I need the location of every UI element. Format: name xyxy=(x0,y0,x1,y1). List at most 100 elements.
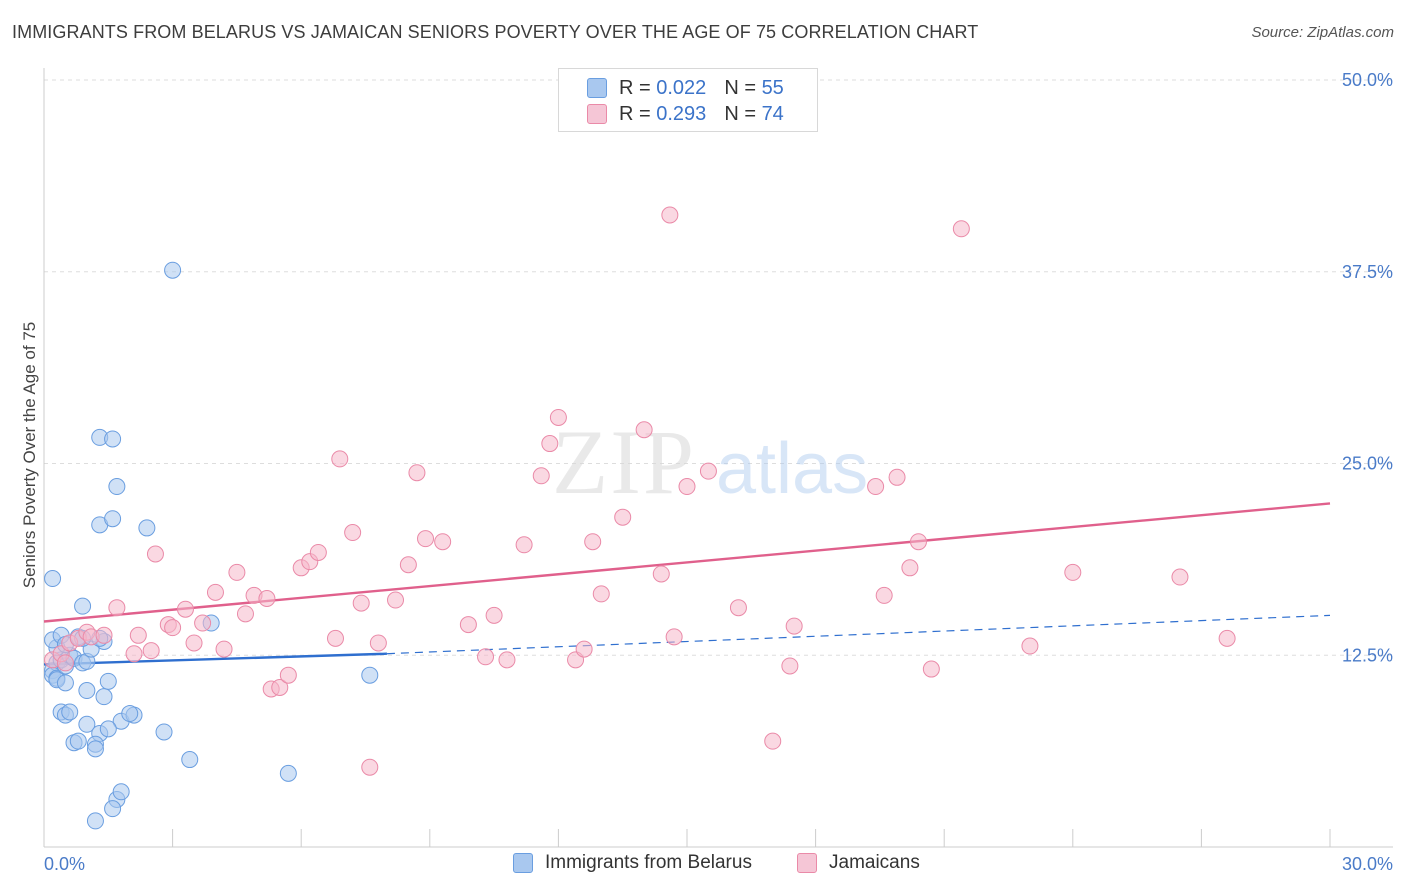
legend-n-value-pink: 74 xyxy=(761,102,784,125)
point-jamaicans xyxy=(888,468,906,486)
point-belarus xyxy=(138,519,156,537)
point-jamaicans xyxy=(485,606,503,624)
point-jamaicans xyxy=(309,543,327,561)
legend-r-label: R = xyxy=(619,76,651,99)
point-belarus xyxy=(164,261,182,279)
point-jamaicans xyxy=(1218,629,1236,647)
point-jamaicans xyxy=(652,565,670,583)
legend-n-value-blue: 55 xyxy=(761,76,784,99)
point-jamaicans xyxy=(194,614,212,632)
y-tick-label: 50.0% xyxy=(1342,70,1393,90)
point-belarus xyxy=(112,783,130,801)
point-jamaicans xyxy=(271,678,289,696)
point-jamaicans xyxy=(867,478,885,496)
point-jamaicans xyxy=(764,732,782,750)
point-jamaicans xyxy=(408,464,426,482)
point-jamaicans xyxy=(206,583,224,601)
point-jamaicans xyxy=(142,642,160,660)
point-jamaicans xyxy=(614,508,632,526)
y-tick-label: 25.0% xyxy=(1342,454,1393,474)
point-belarus xyxy=(104,510,122,528)
bottom-legend-swatch-pink xyxy=(797,853,817,873)
point-jamaicans xyxy=(1021,637,1039,655)
source-credit: Source: ZipAtlas.com xyxy=(1251,24,1394,41)
point-jamaicans xyxy=(532,467,550,485)
point-belarus xyxy=(61,703,79,721)
legend-swatch-blue xyxy=(587,78,607,98)
y-axis-label: Seniors Poverty Over the Age of 75 xyxy=(20,322,39,588)
trend-line-belarus xyxy=(43,652,387,666)
point-jamaicans xyxy=(125,645,143,663)
point-belarus xyxy=(181,751,199,769)
point-belarus xyxy=(155,723,173,741)
point-belarus xyxy=(95,688,113,706)
point-jamaicans xyxy=(434,533,452,551)
point-belarus xyxy=(99,672,117,690)
point-jamaicans xyxy=(584,533,602,551)
point-jamaicans xyxy=(176,600,194,618)
point-jamaicans xyxy=(909,533,927,551)
y-tick-label: 12.5% xyxy=(1342,645,1393,665)
trend-line-belarus-extension xyxy=(386,614,1331,655)
point-jamaicans xyxy=(952,220,970,238)
watermark-zip: ZIP xyxy=(552,411,696,513)
point-jamaicans xyxy=(781,657,799,675)
point-jamaicans xyxy=(498,651,516,669)
legend-row-blue: R = 0.022 N = 55 xyxy=(587,76,784,100)
point-belarus xyxy=(104,430,122,448)
bottom-legend-swatch-blue xyxy=(513,853,533,873)
point-jamaicans xyxy=(699,462,717,480)
x-tick-label: 0.0% xyxy=(44,854,85,874)
bottom-legend-pink: Jamaicans xyxy=(797,852,920,874)
point-belarus xyxy=(279,764,297,782)
chart-title: IMMIGRANTS FROM BELARUS VS JAMAICAN SENI… xyxy=(12,22,979,42)
point-jamaicans xyxy=(661,206,679,224)
point-jamaicans xyxy=(129,626,147,644)
point-jamaicans xyxy=(352,594,370,612)
point-belarus xyxy=(86,812,104,830)
point-belarus xyxy=(99,720,117,738)
point-jamaicans xyxy=(901,559,919,577)
point-jamaicans xyxy=(541,435,559,453)
point-belarus xyxy=(74,597,92,615)
point-jamaicans xyxy=(592,585,610,603)
point-jamaicans xyxy=(575,640,593,658)
point-jamaicans xyxy=(326,629,344,647)
point-jamaicans xyxy=(361,758,379,776)
point-jamaicans xyxy=(417,530,435,548)
legend-r-value-pink: 0.293 xyxy=(656,102,707,125)
point-jamaicans xyxy=(477,648,495,666)
point-belarus xyxy=(78,682,96,700)
data-points xyxy=(44,206,1236,830)
point-jamaicans xyxy=(785,617,803,635)
point-jamaicans xyxy=(1171,568,1189,586)
point-jamaicans xyxy=(459,616,477,634)
legend-row-pink: R = 0.293 N = 74 xyxy=(587,102,784,126)
point-belarus xyxy=(121,705,139,723)
point-jamaicans xyxy=(164,619,182,637)
x-tick-label: 30.0% xyxy=(1342,854,1393,874)
bottom-legend-label-pink: Jamaicans xyxy=(829,852,920,873)
point-jamaicans xyxy=(922,660,940,678)
point-jamaicans xyxy=(108,599,126,617)
point-belarus xyxy=(104,800,122,818)
point-jamaicans xyxy=(515,536,533,554)
legend-swatch-pink xyxy=(587,104,607,124)
stats-legend: R = 0.022 N = 55 R = 0.293 N = 74 xyxy=(558,68,818,132)
point-jamaicans xyxy=(185,634,203,652)
point-jamaicans xyxy=(279,666,297,684)
legend-n-label: N = xyxy=(724,76,756,99)
point-belarus xyxy=(56,674,74,692)
point-jamaicans xyxy=(399,556,417,574)
point-belarus xyxy=(44,570,62,588)
point-jamaicans xyxy=(635,421,653,439)
point-jamaicans xyxy=(95,626,113,644)
legend-n-label: N = xyxy=(724,102,756,125)
point-jamaicans xyxy=(56,654,74,672)
point-jamaicans xyxy=(387,591,405,609)
legend-r-label: R = xyxy=(619,102,651,125)
point-belarus xyxy=(69,732,87,750)
point-jamaicans xyxy=(549,408,567,426)
point-jamaicans xyxy=(729,599,747,617)
x-tick-labels: 0.0% 30.0% xyxy=(44,854,1393,874)
